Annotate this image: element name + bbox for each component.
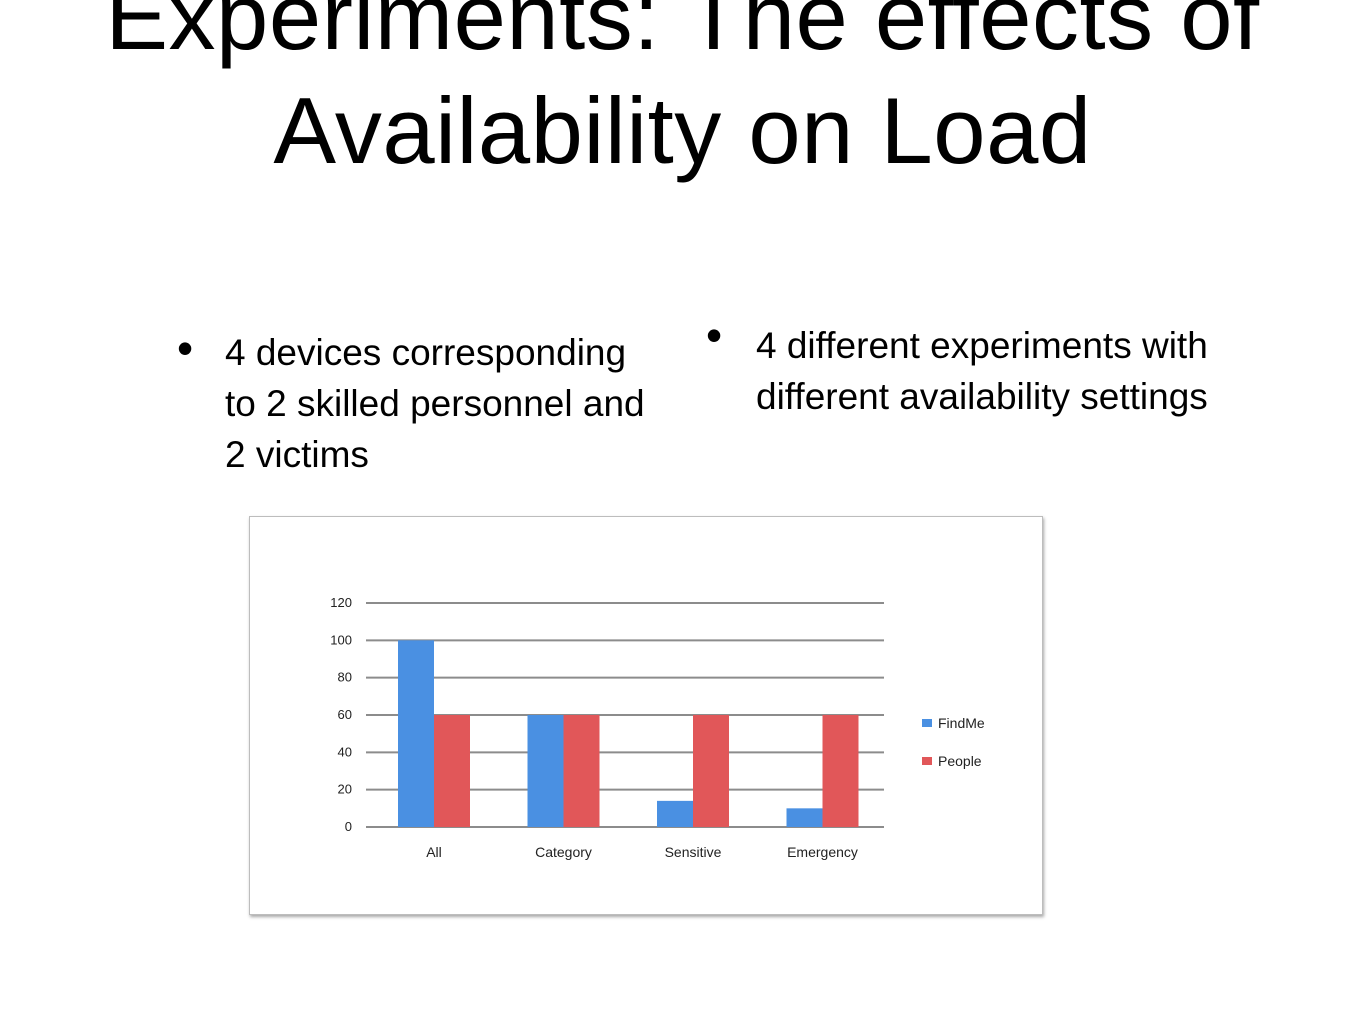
chart-frame: 0 20 40 60 80 100 120 All Category Sensitive Emerg… (249, 516, 1043, 915)
legend-label: People (938, 753, 982, 769)
x-tick-label: Emergency (787, 844, 858, 860)
bar-findme-emergency (786, 808, 823, 827)
y-tick-label: 120 (330, 595, 352, 610)
x-tick-label: Sensitive (665, 844, 722, 860)
bar-people-emergency (822, 715, 859, 827)
y-tick-label: 20 (338, 782, 352, 797)
legend-label: FindMe (938, 715, 985, 731)
legend-swatch (922, 719, 932, 727)
bar-findme-all (398, 640, 434, 827)
legend-swatch (922, 757, 932, 765)
y-tick-label: 80 (338, 670, 352, 685)
bar-chart: 0 20 40 60 80 100 120 All Category Sensitive Emerg… (330, 595, 985, 860)
bullet-left: • 4 devices corresponding to 2 skilled p… (177, 323, 645, 480)
bullet-dot: • (706, 309, 723, 361)
bar-findme-sensitive (657, 800, 693, 827)
bar-people-sensitive (693, 715, 729, 827)
y-tick-label: 0 (345, 819, 352, 834)
slide-title: Experiments: The effects of Availability… (105, 0, 1260, 183)
x-tick-label: Category (535, 844, 592, 860)
bar-findme-category (527, 715, 564, 827)
bullet-text-right: 4 different experiments with different a… (756, 325, 1208, 417)
bar-people-all (434, 715, 470, 827)
bar-people-category (563, 715, 600, 827)
y-tick-label: 40 (338, 744, 352, 759)
bullet-text-left: 4 devices corresponding to 2 skilled per… (225, 332, 645, 475)
y-tick-label: 100 (330, 632, 352, 647)
bullet-right: • 4 different experiments with different… (706, 310, 1226, 422)
y-tick-label: 60 (338, 707, 352, 722)
x-tick-label: All (426, 844, 442, 860)
bullet-dot: • (177, 322, 194, 374)
